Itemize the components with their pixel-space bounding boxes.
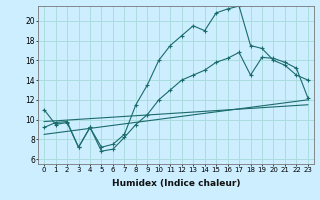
X-axis label: Humidex (Indice chaleur): Humidex (Indice chaleur) [112, 179, 240, 188]
